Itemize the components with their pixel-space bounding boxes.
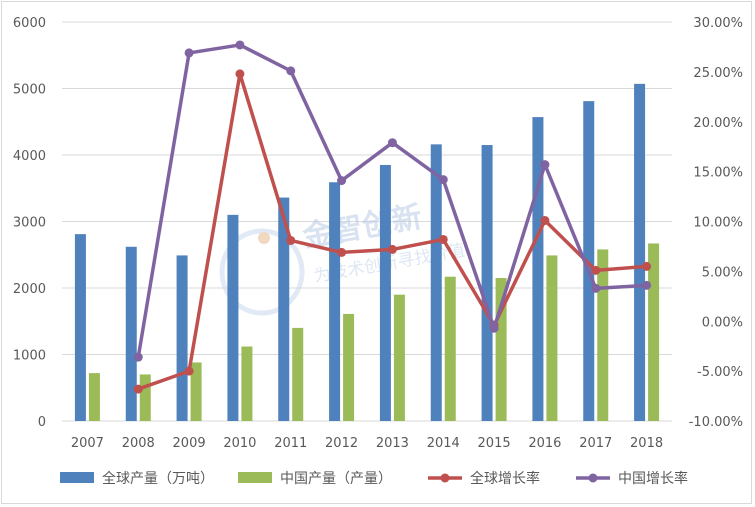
bar-global-output: [74, 234, 86, 421]
bar-layer: [74, 83, 660, 422]
legend-label: 中国产量（产量）: [280, 471, 392, 487]
right-tick-label: 5.00%: [702, 265, 743, 280]
bar-china-output: [190, 362, 202, 421]
left-tick-label: 6000: [13, 16, 46, 31]
bar-global-output: [329, 182, 341, 421]
legend-marker: [440, 473, 450, 483]
legend-label: 中国增长率: [618, 470, 688, 487]
watermark-ring: [219, 228, 305, 316]
right-tick-label: 30.00%: [693, 16, 743, 31]
left-tick-label: 4000: [13, 149, 46, 164]
point-global-growth: [540, 216, 550, 226]
bar-global-output: [532, 117, 544, 421]
bar-china-output: [495, 278, 507, 421]
point-global-growth: [337, 247, 347, 257]
left-tick-label: 1000: [13, 349, 46, 364]
legend-label: 全球增长率: [470, 470, 540, 487]
line-china-growth: [136, 43, 647, 358]
bar-china-output: [444, 276, 456, 421]
left-tick-label: 2000: [13, 282, 46, 297]
right-tick-label: 20.00%: [693, 116, 743, 131]
x-axis-ticks: 2007 2008 2009 2010 2011 2012 2013 2014 2015 2016…: [71, 436, 663, 451]
x-tick-label: 2018: [630, 436, 663, 451]
legend-marker: [588, 473, 598, 483]
point-china-growth: [438, 175, 448, 185]
gridlines: [62, 21, 672, 422]
point-china-growth: [540, 160, 550, 170]
point-china-growth: [133, 352, 143, 362]
x-tick-label: 2016: [528, 436, 561, 451]
point-china-growth: [235, 40, 245, 50]
point-china-growth: [591, 283, 601, 293]
legend-label: 全球产量（万吨）: [102, 470, 214, 487]
line-layer: [133, 40, 652, 394]
x-tick-label: 2013: [376, 436, 409, 451]
point-china-growth: [489, 323, 499, 333]
bar-china-output: [292, 327, 304, 421]
bar-china-output: [343, 313, 355, 421]
x-tick-label: 2012: [325, 436, 358, 451]
left-tick-label: 3000: [13, 216, 46, 231]
x-tick-label: 2014: [427, 436, 460, 451]
x-tick-label: 2009: [173, 436, 206, 451]
bar-china-output: [597, 249, 609, 421]
point-china-growth: [387, 138, 397, 148]
left-tick-label: 5000: [13, 83, 46, 98]
x-tick-label: 2011: [274, 436, 307, 451]
point-global-growth: [235, 69, 245, 79]
watermark-dot: [258, 232, 270, 244]
x-tick-label: 2015: [478, 436, 511, 451]
legend-swatch: [238, 472, 272, 483]
point-global-growth: [286, 235, 296, 245]
point-china-growth: [286, 66, 296, 76]
bar-global-output: [176, 255, 188, 421]
bar-global-output: [278, 197, 290, 421]
bar-global-output: [379, 164, 391, 421]
x-tick-label: 2008: [122, 436, 155, 451]
point-global-growth: [387, 244, 397, 254]
bar-china-output: [393, 294, 405, 421]
bar-china-output: [648, 243, 660, 421]
point-global-growth: [438, 234, 448, 244]
x-tick-label: 2017: [579, 436, 612, 451]
point-china-growth: [337, 176, 347, 186]
right-tick-label: 0.00%: [702, 315, 743, 330]
bar-global-output: [227, 214, 239, 421]
right-tick-label: 10.00%: [693, 216, 743, 231]
watermark-logo: 金智创新 为技术创新寻找价值: [219, 200, 467, 316]
right-tick-label: 15.00%: [693, 166, 743, 181]
right-tick-label: -10.00%: [689, 415, 743, 430]
bar-global-output: [481, 145, 493, 421]
x-tick-label: 2010: [223, 436, 256, 451]
bar-global-output: [430, 144, 442, 422]
right-tick-label: -5.00%: [697, 365, 743, 380]
bar-global-output: [125, 246, 137, 421]
x-tick-label: 2007: [71, 436, 104, 451]
left-tick-label: 0: [38, 415, 46, 430]
bar-china-output: [139, 374, 151, 421]
point-china-growth: [642, 280, 652, 290]
point-global-growth: [591, 265, 601, 275]
bar-china-output: [88, 373, 100, 421]
bar-china-output: [546, 255, 558, 421]
left-axis-ticks: 0 1000 2000 3000 4000 5000 6000: [13, 16, 46, 430]
point-global-growth: [184, 366, 194, 376]
bar-global-output: [634, 83, 646, 421]
right-tick-label: 25.00%: [693, 66, 743, 81]
point-global-growth: [642, 261, 652, 271]
point-global-growth: [133, 384, 143, 394]
point-china-growth: [184, 48, 194, 58]
legend: 全球产量（万吨） 中国产量（产量） 全球增长率 中国增长率: [60, 470, 688, 487]
bar-china-output: [241, 346, 253, 421]
legend-swatch: [60, 472, 94, 483]
right-axis-ticks: -10.00% -5.00% 0.00% 5.00% 10.00% 15.00% 20.00…: [689, 16, 743, 430]
